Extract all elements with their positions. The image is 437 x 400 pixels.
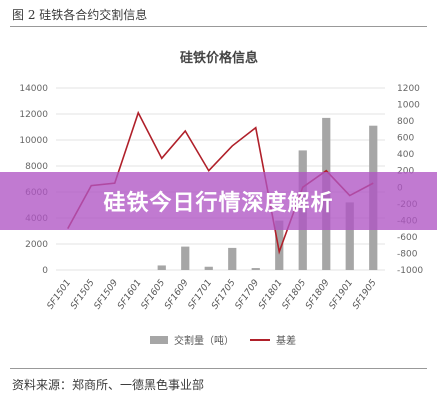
left-tick-label: 14000 (19, 84, 48, 94)
right-tick-label: 1000 (397, 101, 420, 111)
bottom-rule (10, 368, 427, 369)
bar (228, 247, 237, 270)
left-tick-label: 2000 (25, 240, 48, 250)
legend-line-label: 基差 (276, 334, 296, 347)
legend-bar-swatch (150, 336, 168, 344)
bar (251, 268, 260, 270)
right-tick-label: 600 (397, 134, 414, 144)
bar (345, 202, 354, 270)
legend-bar-label: 交割量（吨） (174, 334, 234, 347)
left-tick-label: 0 (42, 266, 48, 276)
left-tick-label: 8000 (25, 162, 48, 172)
source-note: 资料来源：郑商所、一德黑色事业部 (12, 378, 205, 392)
right-tick-label: 400 (397, 150, 414, 160)
chart-title: 硅铁价格信息 (180, 50, 258, 66)
top-rule (10, 26, 427, 27)
right-tick-label: -600 (397, 233, 418, 243)
left-tick-label: 12000 (19, 110, 48, 120)
right-tick-label: 1200 (397, 84, 420, 94)
bar (181, 246, 190, 270)
x-axis-ticks: SF1501SF1505SF1509SF1601SF1605SF1609SF17… (46, 278, 379, 312)
left-tick-label: 10000 (19, 136, 48, 146)
figure-caption: 图 2 硅铁各合约交割信息 (12, 8, 148, 22)
headline-text: 硅铁今日行情深度解析 (103, 191, 334, 216)
bar (157, 265, 166, 270)
right-tick-label: -800 (397, 249, 418, 259)
right-tick-label: -1000 (397, 266, 423, 276)
bar (275, 220, 284, 270)
right-tick-label: 800 (397, 117, 414, 127)
right-tick-label: 200 (397, 167, 414, 177)
legend: 交割量（吨） 基差 (150, 334, 296, 347)
x-tick-label: SF1905 (351, 278, 379, 312)
bar (204, 266, 213, 270)
headline-banner: 硅铁今日行情深度解析 (0, 172, 437, 230)
